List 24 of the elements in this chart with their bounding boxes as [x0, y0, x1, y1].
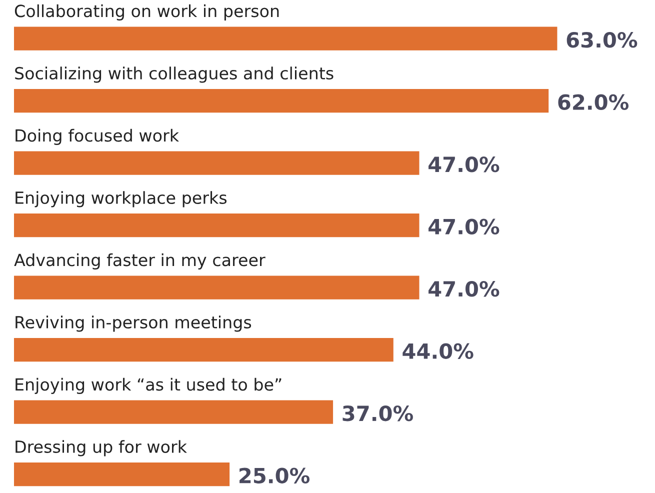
data-label: 47.0%: [428, 280, 500, 297]
bar: [14, 89, 549, 113]
y-tick-label: Enjoying workplace perks: [16, 191, 227, 208]
bar: [14, 151, 420, 175]
bar: [14, 400, 334, 424]
data-label: 44.0%: [402, 343, 474, 359]
data-label: 47.0%: [428, 156, 500, 172]
y-tick-label: Socializing with colleagues and clients: [15, 66, 334, 83]
bar: [14, 26, 558, 50]
bar: [14, 338, 394, 362]
y-tick-label: Advancing faster in my career: [14, 253, 266, 270]
data-label: 63.0%: [566, 32, 638, 48]
bar: [14, 214, 420, 238]
y-tick-label: Reviving in-person meetings: [16, 316, 252, 332]
y-tick-label: Dressing up for work: [16, 440, 187, 456]
data-label: 25.0%: [240, 468, 310, 484]
y-tick-label: Enjoying work “as it used to be”: [16, 378, 282, 394]
data-label: 62.0%: [558, 94, 629, 110]
data-label: 47.0%: [428, 218, 500, 234]
y-tick-label: Collaborating on work in person: [14, 4, 279, 21]
bar: [14, 462, 230, 486]
y-tick-label: Doing focused work: [16, 128, 179, 146]
bar: [14, 276, 420, 300]
data-label: 37.0%: [342, 405, 413, 422]
